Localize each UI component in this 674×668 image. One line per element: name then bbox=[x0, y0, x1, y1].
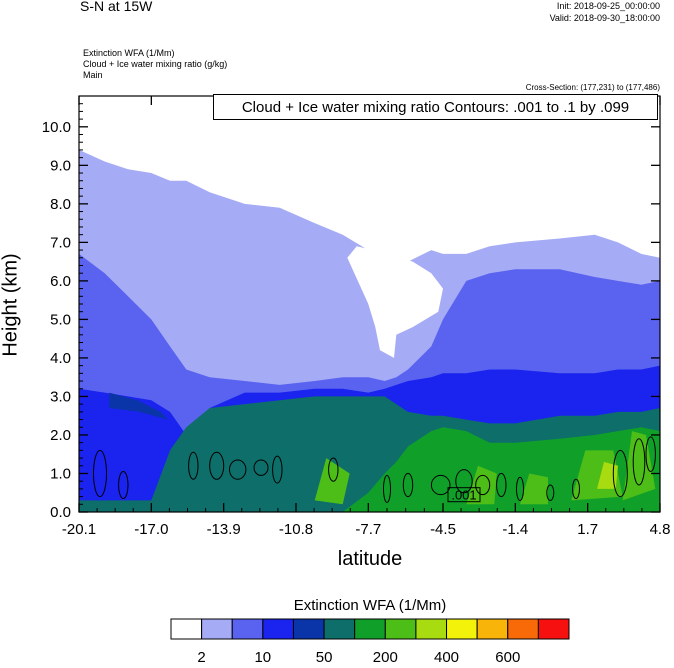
colorbar-swatch bbox=[262, 618, 294, 640]
mixing-ratio-contour-3 bbox=[188, 451, 199, 480]
colorbar-swatch bbox=[446, 618, 478, 640]
x-tick-label: 1.7 bbox=[577, 521, 598, 538]
colorbar-swatch bbox=[323, 618, 356, 640]
colorbar-swatch bbox=[354, 618, 386, 640]
x-tick-label: -7.7 bbox=[355, 521, 381, 538]
colorbar-tick-label: 10 bbox=[254, 649, 271, 666]
light-green-patch-5 bbox=[622, 431, 656, 501]
variable-line-1: Extinction WFA (1/Mm) bbox=[83, 48, 175, 58]
contour-annotation-label: .001 bbox=[451, 488, 476, 503]
mixing-ratio-contour-2 bbox=[118, 471, 129, 499]
colorbar-swatch bbox=[507, 618, 539, 640]
extinction-filled-contours bbox=[79, 96, 660, 512]
valid-time: Valid: 2018-09-30_18:00:00 bbox=[549, 13, 660, 23]
light-green-patch-2 bbox=[466, 465, 497, 505]
y-tick-label: 2.0 bbox=[50, 427, 71, 444]
green-region bbox=[79, 427, 660, 512]
mixing-ratio-contour-4 bbox=[209, 451, 225, 480]
mixing-ratio-contours: .001 bbox=[93, 436, 656, 503]
mixing-ratio-contour-6 bbox=[253, 459, 269, 476]
mixing-ratio-contour-15 bbox=[516, 476, 524, 501]
colorbar-tick-label: 400 bbox=[434, 649, 459, 666]
colorbar-swatch bbox=[170, 618, 203, 640]
x-tick-label: -17.0 bbox=[134, 521, 168, 538]
contour-annotation-box bbox=[447, 487, 481, 503]
mixing-ratio-contour-14 bbox=[496, 472, 507, 498]
yellow-green-patch bbox=[597, 461, 618, 489]
y-tick-label: 1.0 bbox=[50, 465, 71, 482]
colorbar-title: Extinction WFA (1/Mm) bbox=[293, 597, 447, 614]
variable-line-2: Cloud + Ice water mixing ratio (g/kg) bbox=[83, 59, 228, 69]
y-tick-label: 5.0 bbox=[50, 311, 71, 328]
colorbar-swatch bbox=[384, 618, 417, 640]
x-tick-label: 4.8 bbox=[650, 521, 671, 538]
y-tick-label: 0.0 bbox=[50, 504, 71, 521]
y-tick-label: 9.0 bbox=[50, 157, 71, 174]
x-axis-label: latitude bbox=[337, 548, 403, 570]
colorbar-swatch bbox=[415, 618, 448, 640]
colorbar-swatch bbox=[537, 618, 570, 640]
dark-blue-core bbox=[109, 392, 168, 420]
light-green-patch-3 bbox=[520, 473, 548, 505]
colorbar-swatch bbox=[231, 618, 264, 640]
plot-title: S-N at 15W bbox=[80, 0, 153, 14]
mixing-ratio-contour-20 bbox=[645, 436, 656, 473]
mixing-ratio-contour-17 bbox=[572, 478, 580, 499]
colorbar-swatch bbox=[476, 618, 509, 640]
mixing-ratio-contour-16 bbox=[546, 484, 555, 501]
init-time: Init: 2018-09-25_00:00:00 bbox=[556, 1, 660, 11]
x-tick-label: -10.8 bbox=[279, 521, 313, 538]
x-tick-label: -13.9 bbox=[207, 521, 241, 538]
y-tick-label: 10.0 bbox=[42, 119, 71, 136]
x-tick-label: -20.1 bbox=[62, 521, 96, 538]
y-tick-label: 7.0 bbox=[50, 234, 71, 251]
colorbar-tick-label: 200 bbox=[373, 649, 398, 666]
mixing-ratio-contour-13 bbox=[475, 474, 491, 496]
mixing-ratio-contour-12 bbox=[455, 469, 473, 494]
mixing-ratio-contour-7 bbox=[272, 455, 283, 484]
dry-intrusion-region bbox=[347, 246, 443, 358]
contour-info-label: Cloud + Ice water mixing ratio Contours:… bbox=[213, 94, 658, 120]
y-axis-label: Height (km) bbox=[0, 253, 22, 357]
low-blue-pocket bbox=[79, 408, 152, 493]
mixing-ratio-contour-5 bbox=[229, 459, 247, 480]
colorbar-swatch bbox=[292, 618, 325, 640]
cross-section-label: Cross-Section: (177,231) to (177,486) bbox=[525, 83, 660, 92]
y-axis: 0.0 1.0 2.0 3.0 4.0 5.0 6.0 7.0 8.0 9.0 10.0 bbox=[42, 95, 660, 521]
y-tick-label: 3.0 bbox=[50, 388, 71, 405]
variable-line-3: Main bbox=[83, 70, 103, 80]
x-tick-label: -1.4 bbox=[502, 521, 528, 538]
colorbar-tick-label: 50 bbox=[316, 649, 333, 666]
colorbar-swatch bbox=[201, 618, 233, 640]
colorbar-tick-label: 600 bbox=[495, 649, 520, 666]
mixing-ratio-contour-19 bbox=[632, 438, 646, 486]
mixing-ratio-contour-11 bbox=[430, 474, 451, 496]
y-tick-label: 4.0 bbox=[50, 350, 71, 367]
y-tick-label: 6.0 bbox=[50, 273, 71, 290]
y-tick-label: 8.0 bbox=[50, 196, 71, 213]
x-tick-label: -4.5 bbox=[430, 521, 456, 538]
colorbar: 2 10 50 200 400 600 bbox=[170, 618, 570, 666]
mixing-ratio-contour-9 bbox=[383, 474, 391, 503]
mixing-ratio-contour-18 bbox=[612, 449, 628, 498]
mixing-ratio-contour-1 bbox=[93, 449, 107, 498]
mixing-ratio-contour-8 bbox=[328, 457, 339, 482]
colorbar-tick-label: 2 bbox=[197, 649, 205, 666]
x-axis: -20.1 -17.0 -13.9 -10.8 -7.7 -4.5 -1.4 1.7 4.8 bbox=[62, 96, 671, 538]
mixing-ratio-contour-10 bbox=[402, 472, 414, 498]
